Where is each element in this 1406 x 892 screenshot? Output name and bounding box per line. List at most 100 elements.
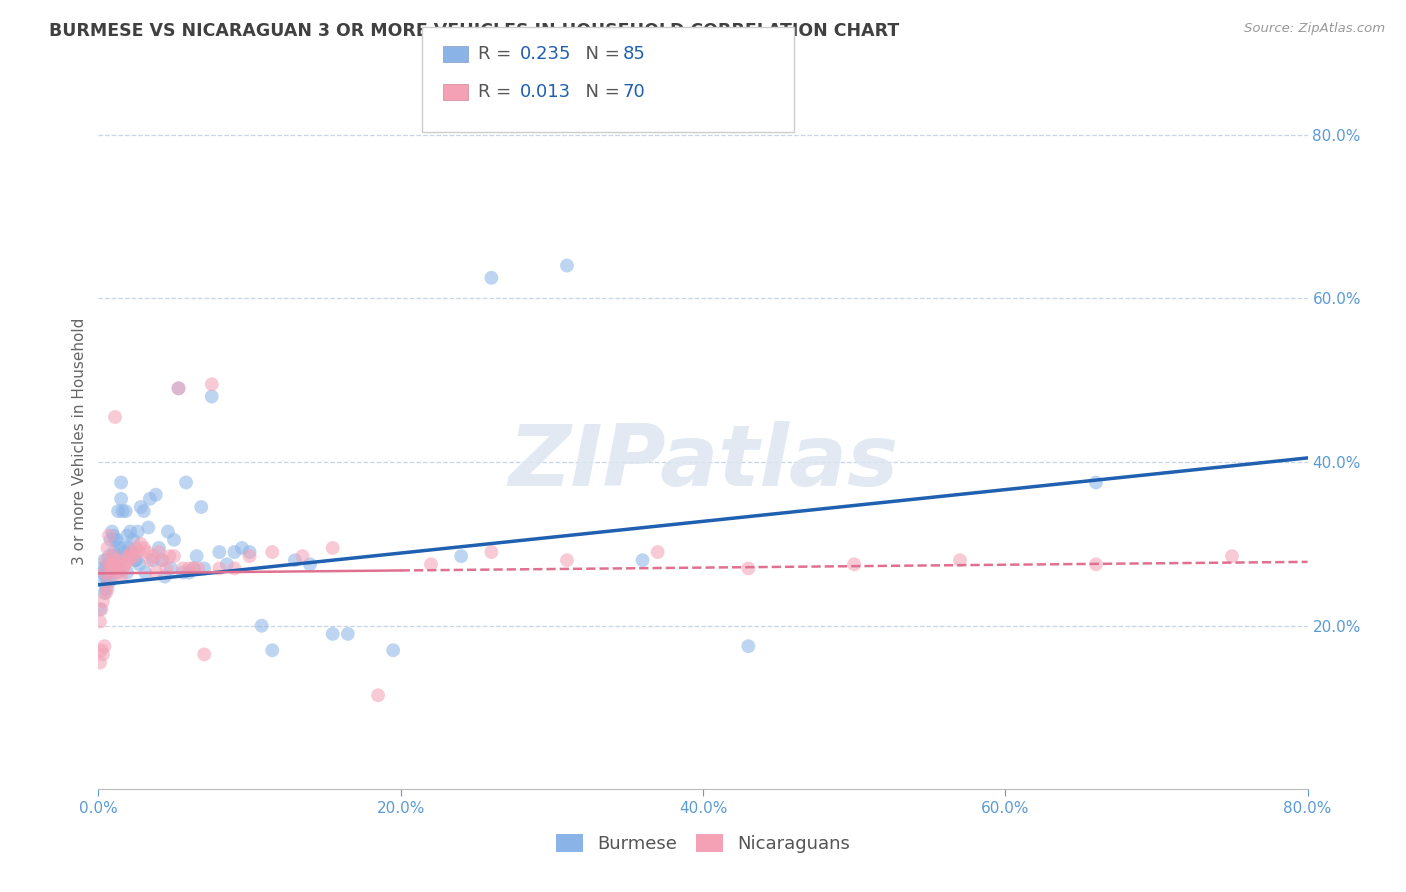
Point [148,545,170,559]
Point [1220,549,1243,563]
Point [1085,558,1108,572]
Point [111,541,134,555]
Point [103,549,125,563]
Point [103,553,125,567]
Point [110,475,132,490]
Point [94,586,117,600]
Point [125,553,148,567]
Point [107,504,129,518]
Point [89,656,111,670]
Text: R =: R = [478,83,517,101]
Point [262,643,284,657]
Point [100,566,122,580]
Point [450,549,472,563]
Point [183,561,205,575]
Point [142,553,165,567]
Point [481,545,503,559]
Point [299,558,322,572]
Point [167,381,190,395]
Point [118,541,141,555]
Point [114,504,136,518]
Point [172,561,194,575]
Point [107,558,129,572]
Point [128,558,150,572]
Point [201,377,224,392]
Point [112,545,135,559]
Point [1085,475,1108,490]
Point [155,561,177,575]
Point [367,688,389,702]
Point [101,561,124,575]
Text: 0.013: 0.013 [520,83,571,101]
Point [120,549,142,563]
Point [150,553,173,567]
Point [122,533,145,547]
Point [322,627,344,641]
Point [186,549,208,563]
Point [94,582,117,596]
Point [100,558,122,572]
Point [262,545,284,559]
Point [103,529,125,543]
Point [108,566,131,580]
Point [111,504,134,518]
Point [150,553,173,567]
Point [98,529,121,543]
Point [647,545,669,559]
Point [174,475,197,490]
Point [103,545,125,559]
Point [142,549,165,563]
Point [89,602,111,616]
Point [183,561,205,575]
Point [96,558,118,572]
Point [208,545,231,559]
Point [555,553,578,567]
Point [481,270,503,285]
Point [96,574,118,588]
Point [129,500,152,514]
Point [132,504,155,518]
Point [100,558,122,572]
Point [105,553,128,567]
Point [208,561,231,575]
Point [110,569,132,583]
Point [322,541,344,555]
Point [90,602,112,616]
Point [98,566,121,580]
Legend: Burmese, Nicaraguans: Burmese, Nicaraguans [548,827,858,861]
Text: 85: 85 [623,45,645,63]
Point [163,549,186,563]
Point [129,537,152,551]
Point [136,520,159,534]
Point [172,566,194,580]
Point [167,381,190,395]
Point [125,541,148,555]
Point [103,558,125,572]
Point [179,566,201,580]
Point [139,491,162,506]
Point [91,594,114,608]
Point [94,569,117,583]
Point [93,639,115,653]
Point [94,561,117,575]
Point [631,553,654,567]
Point [215,558,238,572]
Point [96,582,118,596]
Point [128,545,150,559]
Point [100,533,122,547]
Point [110,491,132,506]
Point [115,529,138,543]
Point [101,524,124,539]
Point [382,643,405,657]
Point [179,561,201,575]
Point [145,566,167,580]
Point [239,549,262,563]
Point [121,545,143,559]
Point [120,524,142,539]
Text: Source: ZipAtlas.com: Source: ZipAtlas.com [1244,22,1385,36]
Point [104,561,127,575]
Point [96,541,118,555]
Point [112,558,135,572]
Point [104,549,127,563]
Point [239,545,262,559]
